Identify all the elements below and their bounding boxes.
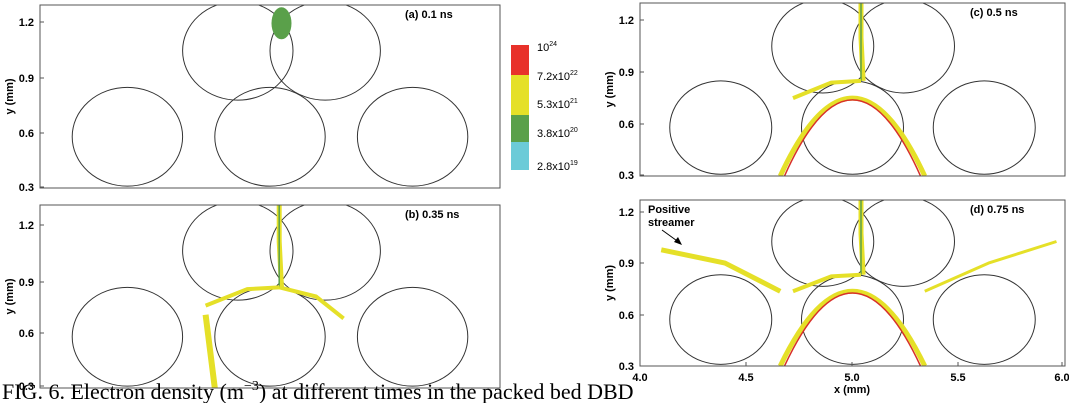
y-tick-label: 1.2 (19, 220, 34, 232)
caption-text: ) at different times in the packed bed D… (259, 379, 634, 403)
panel-label: (c) 0.5 ns (970, 7, 1018, 19)
y-tick-label: 0.9 (19, 277, 34, 289)
arrow-head (674, 237, 682, 245)
figure-content: (a) 0.1 ns 1.2 0.9 0.6 0.3 y (mm) (b) 0.35 ns 1… (4, 2, 1069, 396)
y-tick-label: 0.3 (19, 381, 34, 393)
panel-plot (71, 5, 469, 187)
dielectric-bead (214, 86, 326, 187)
x-tick-label: 4.5 (738, 372, 753, 384)
colorbar-segment (511, 115, 529, 142)
plot-frame (39, 204, 501, 389)
y-tick-label: 0.9 (19, 73, 34, 85)
colorbar-label: 5.3x1021 (537, 98, 578, 111)
y-axis-label: y (mm) (4, 278, 16, 314)
dielectric-bead (932, 274, 1036, 365)
dielectric-bead (852, 200, 955, 287)
dielectric-bead (801, 274, 904, 365)
colorbar-label: 2.8x1019 (537, 160, 578, 173)
streamer (777, 95, 928, 176)
panel-label: (b) 0.35 ns (405, 209, 459, 221)
streamer (204, 285, 280, 308)
colorbar-segment (511, 103, 529, 115)
caption-text: FIG. 6. Electron density (m (2, 379, 244, 403)
y-tick-label: 0.6 (19, 128, 34, 140)
y-axis-label: y (mm) (4, 78, 16, 114)
colorbar-label-base: 7.2x10 (537, 71, 570, 83)
plot-frame (639, 2, 1066, 177)
streamer (777, 289, 928, 366)
colorbar-label-exp: 19 (570, 160, 578, 167)
x-tick-label: 6.0 (1054, 372, 1069, 384)
streamer (783, 292, 922, 366)
colorbar-label-base: 2.8x10 (537, 161, 570, 173)
caption: FIG. 6. Electron density (m−3) at differ… (2, 379, 634, 403)
y-tick-label: 1.2 (619, 15, 634, 27)
caption-exp: −3 (244, 379, 259, 394)
x-tick-label: 5.0 (844, 372, 859, 384)
y-axis-label: y (mm) (604, 71, 616, 107)
annotation: streamer (648, 217, 695, 229)
colorbar-label-exp: 21 (570, 98, 578, 105)
dielectric-bead (269, 205, 381, 301)
colorbar-label-base: 5.3x10 (537, 99, 570, 111)
dielectric-bead (356, 86, 469, 187)
streamer (660, 247, 782, 294)
dielectric-bead (771, 200, 875, 287)
colorbar-label: 3.8x1020 (537, 127, 578, 140)
y-tick-label: 1.2 (619, 207, 634, 219)
dielectric-bead (669, 274, 773, 365)
panel-plot (71, 205, 469, 388)
colorbar-label-exp: 24 (549, 41, 557, 48)
colorbar-segment (511, 142, 529, 170)
y-tick-label: 0.3 (19, 182, 34, 194)
streamer (792, 272, 862, 294)
dielectric-bead (182, 205, 294, 301)
annotation: Positive (648, 204, 690, 216)
y-tick-label: 0.6 (619, 310, 634, 322)
colorbar-segment (511, 45, 529, 75)
panel-plot (669, 3, 1036, 176)
colorbar-label-base: 10 (537, 42, 549, 54)
dielectric-bead (182, 5, 294, 101)
colorbar-segment (511, 75, 529, 103)
dielectric-bead (71, 286, 184, 387)
x-axis-label: x (mm) (834, 384, 870, 396)
y-tick-label: 0.3 (619, 361, 634, 373)
y-tick-label: 1.2 (19, 17, 34, 29)
streamer (202, 314, 218, 388)
x-tick-label: 5.5 (950, 372, 965, 384)
dielectric-bead (214, 286, 326, 387)
streamer (271, 7, 292, 40)
panel-label: (d) 0.75 ns (970, 204, 1024, 216)
streamer (278, 285, 345, 321)
y-axis-label: y (mm) (604, 265, 616, 301)
dielectric-bead (932, 80, 1036, 175)
dielectric-bead (801, 80, 904, 175)
dielectric-bead (269, 5, 381, 101)
panel-label: (a) 0.1 ns (405, 9, 453, 21)
streamer (924, 240, 1057, 293)
plot-frame (39, 4, 501, 189)
dielectric-bead (356, 286, 469, 387)
plot-frame (639, 199, 1066, 367)
y-tick-label: 0.3 (619, 170, 634, 182)
colorbar-label-exp: 22 (570, 70, 578, 77)
dielectric-bead (852, 3, 955, 94)
y-tick-label: 0.9 (619, 67, 634, 79)
colorbar-label-base: 3.8x10 (537, 128, 570, 140)
dielectric-bead (669, 80, 773, 175)
colorbar-label: 7.2x1022 (537, 70, 578, 83)
streamer (783, 99, 922, 176)
y-tick-label: 0.6 (619, 119, 634, 131)
y-tick-label: 0.6 (19, 328, 34, 340)
panel-plot (660, 200, 1057, 366)
y-tick-label: 0.9 (619, 258, 634, 270)
colorbar-label: 1024 (537, 41, 557, 54)
dielectric-bead (71, 86, 184, 187)
dielectric-bead (771, 3, 875, 94)
colorbar-label-exp: 20 (570, 127, 578, 134)
x-tick-label: 4.0 (632, 372, 647, 384)
streamer (792, 78, 862, 101)
